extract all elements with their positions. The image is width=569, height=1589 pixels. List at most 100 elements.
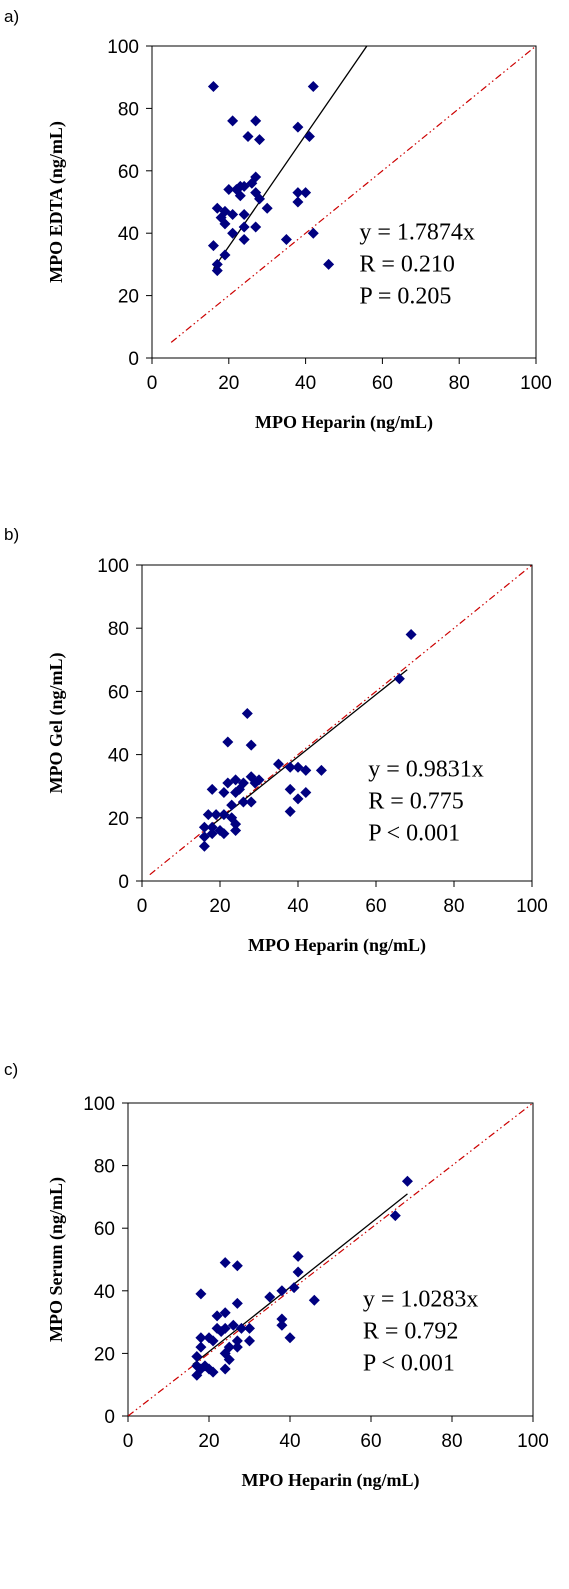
data-point [223, 184, 235, 196]
x-tick-label: 40 [287, 896, 308, 917]
data-point [219, 1363, 231, 1375]
data-point [405, 629, 417, 641]
y-tick-label: 60 [108, 682, 129, 703]
data-point [292, 1266, 304, 1278]
data-point [292, 196, 304, 208]
x-tick-label: 40 [279, 1431, 300, 1452]
data-point [191, 1369, 203, 1381]
x-tick-label: 100 [516, 896, 548, 917]
data-point [211, 258, 223, 270]
regression-line [192, 1193, 408, 1366]
data-point [288, 1282, 300, 1294]
y-tick-label: 100 [83, 1094, 115, 1115]
stat-annotation: R = 0.792 [363, 1318, 459, 1344]
data-point [210, 809, 222, 821]
data-point [300, 787, 312, 799]
data-point [241, 708, 253, 720]
data-point [226, 799, 238, 811]
y-tick-label: 40 [94, 1282, 115, 1303]
data-point [227, 115, 239, 127]
data-point [242, 130, 254, 142]
stat-annotation: y = 1.0283x [363, 1286, 479, 1312]
data-point [300, 764, 312, 776]
data-point [195, 1288, 207, 1300]
x-tick-label: 60 [360, 1431, 381, 1452]
chart-a: a) 0 20 40 60 80 100 0 20 40 60 80 100 MPO Heparin (n… [4, 7, 552, 433]
y-tick-label: 20 [118, 287, 139, 308]
stat-annotation: y = 0.9831x [368, 757, 484, 783]
data-point [207, 1366, 219, 1378]
data-point [230, 787, 242, 799]
data-point [245, 739, 257, 751]
chart-c: c) 0 20 40 60 80 100 0 20 40 60 80 100 MPO Heparin (n… [4, 1060, 549, 1491]
data-point [250, 115, 262, 127]
x-axis-title: MPO Heparin (ng/mL) [242, 1470, 420, 1491]
data-point [235, 1322, 247, 1334]
data-point [393, 673, 405, 685]
data-point [261, 202, 273, 214]
data-point [292, 187, 304, 199]
data-point [292, 793, 304, 805]
data-point [218, 828, 230, 840]
data-point [244, 1322, 255, 1334]
data-point [234, 190, 246, 202]
data-point [308, 1294, 320, 1306]
data-point [264, 1291, 276, 1303]
identity-line [149, 565, 532, 876]
scatter-panel-b: b) 0 20 40 60 80 100 0 20 40 60 80 100 MPO Heparin (n… [0, 518, 569, 1050]
data-point [218, 787, 230, 799]
data-point [231, 1260, 243, 1272]
stat-annotation: y = 1.7874x [359, 219, 475, 245]
data-point [238, 233, 250, 245]
panel-label: b) [4, 525, 19, 544]
panel-label: a) [4, 7, 19, 26]
x-tick-label: 60 [365, 896, 386, 917]
data-point [202, 809, 214, 821]
x-tick-label: 60 [372, 373, 393, 394]
x-axis-title: MPO Heparin (ng/mL) [248, 935, 426, 956]
data-point [227, 227, 239, 239]
data-point [206, 821, 218, 833]
y-tick-label: 60 [118, 162, 139, 183]
x-tick-label: 20 [218, 373, 239, 394]
data-point [401, 1175, 413, 1187]
y-axis-title: MPO Serum (ng/mL) [46, 1177, 67, 1342]
data-point [223, 1354, 235, 1366]
x-tick-label: 80 [441, 1431, 462, 1452]
y-tick-label: 20 [108, 809, 129, 830]
data-point [227, 208, 239, 220]
data-point [237, 796, 249, 808]
stat-annotation: P < 0.001 [363, 1350, 455, 1376]
data-point [211, 1310, 223, 1322]
y-tick-label: 0 [118, 872, 129, 893]
y-tick-label: 80 [94, 1157, 115, 1178]
scatter-panel-c: c) 0 20 40 60 80 100 0 20 40 60 80 100 MPO Heparin (n… [0, 1053, 569, 1589]
y-tick-label: 80 [118, 99, 139, 120]
data-point [207, 1335, 219, 1347]
data-point [238, 180, 250, 192]
y-tick-label: 100 [107, 37, 139, 58]
data-point [303, 130, 315, 142]
y-axis-title: MPO EDTA (ng/mL) [46, 121, 67, 283]
data-point [222, 777, 234, 789]
data-point [231, 1335, 243, 1347]
data-point [250, 221, 262, 233]
x-axis-title: MPO Heparin (ng/mL) [255, 412, 433, 433]
data-point [284, 805, 296, 817]
x-tick-label: 0 [123, 1431, 134, 1452]
data-point [323, 258, 335, 270]
data-point [292, 1250, 304, 1262]
y-tick-label: 0 [104, 1407, 115, 1428]
data-point [195, 1332, 207, 1344]
y-tick-label: 0 [128, 349, 139, 370]
stat-annotation: R = 0.210 [359, 251, 455, 277]
y-tick-label: 40 [108, 746, 129, 767]
data-point [238, 221, 250, 233]
y-tick-label: 100 [97, 556, 129, 577]
data-point [284, 1332, 296, 1344]
x-tick-label: 20 [198, 1431, 219, 1452]
data-point [284, 761, 296, 773]
y-tick-label: 80 [108, 619, 129, 640]
scatter-panel-a: a) 0 20 40 60 80 100 0 20 40 60 80 100 MPO Heparin (n… [0, 0, 569, 505]
data-point [276, 1319, 288, 1331]
